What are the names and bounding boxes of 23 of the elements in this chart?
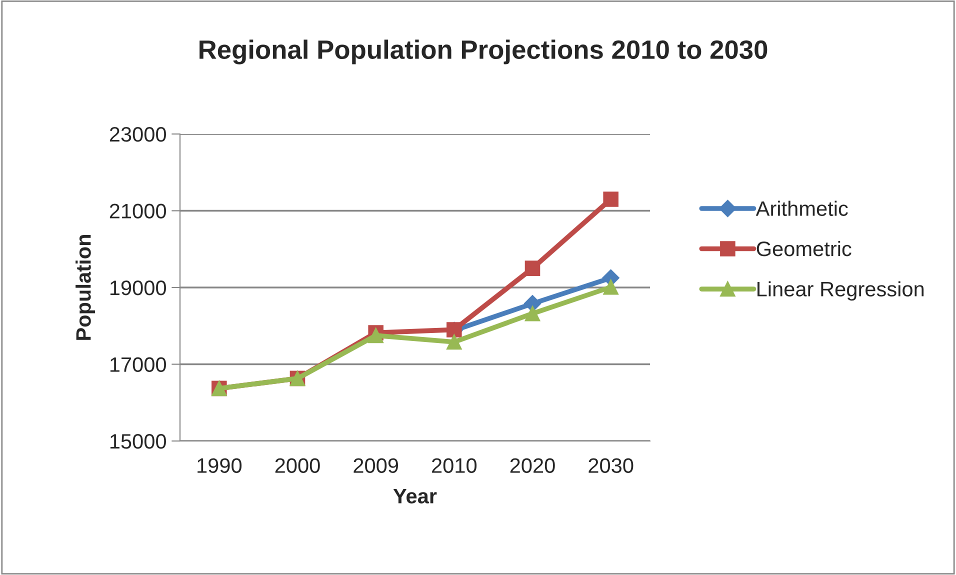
y-tick-label: 19000 xyxy=(110,280,166,296)
point xyxy=(603,192,618,207)
point xyxy=(446,334,462,350)
x-axis-title: Year xyxy=(393,488,437,504)
y-tick-label: 15000 xyxy=(110,434,166,449)
point xyxy=(524,306,540,322)
x-tick-label: 1990 xyxy=(198,458,242,473)
legend-label: Geometric xyxy=(756,240,852,256)
legend-label: Linear Regression xyxy=(758,281,924,301)
x-tick-label: 2010 xyxy=(432,458,477,473)
point xyxy=(368,328,384,344)
x-tick-label: 2030 xyxy=(588,458,634,473)
y-axis-title: Population xyxy=(76,234,95,340)
y-tick-label: 17000 xyxy=(110,357,166,372)
legend-label: Arithmetic xyxy=(756,200,848,216)
chart-title: Regional Population Projections 2010 to 2030 xyxy=(200,40,768,64)
x-tick-label: 2000 xyxy=(275,458,320,473)
x-tick-label: 2020 xyxy=(510,458,555,473)
y-tick-label: 23000 xyxy=(110,127,166,142)
point xyxy=(603,279,618,295)
y-tick-label: 21000 xyxy=(110,204,166,219)
x-tick-label: 2009 xyxy=(354,458,398,473)
point xyxy=(524,260,540,276)
